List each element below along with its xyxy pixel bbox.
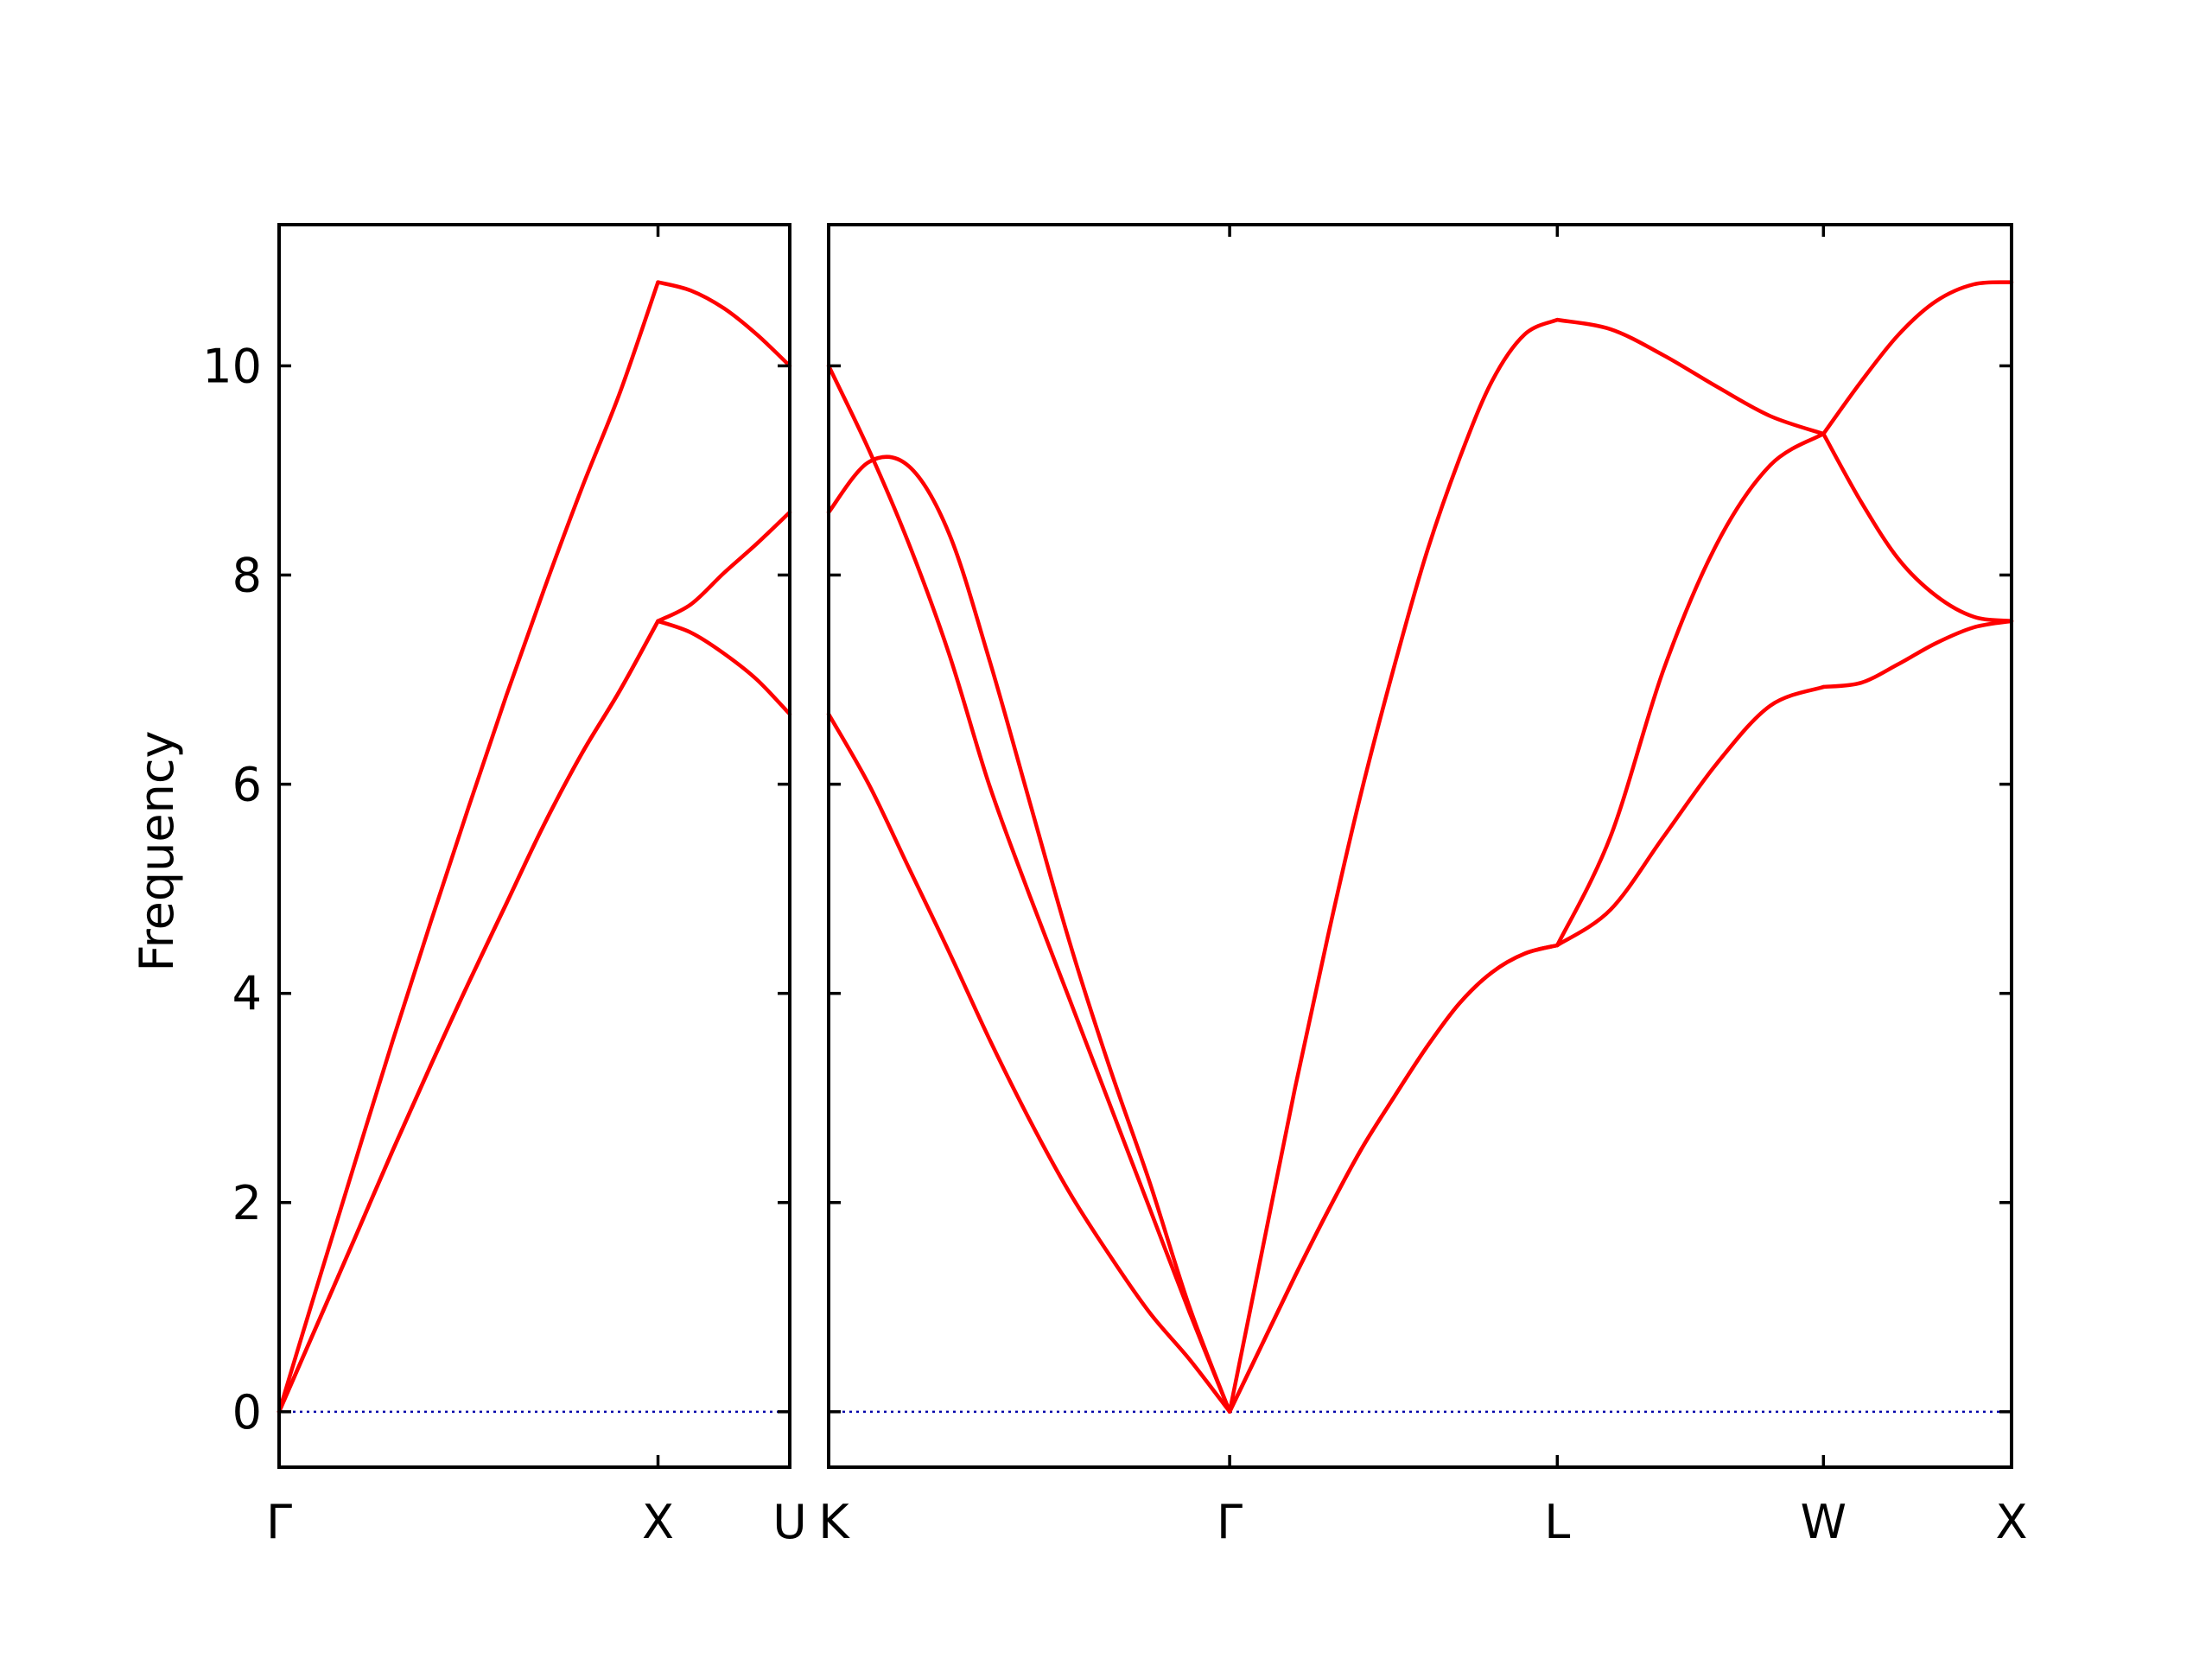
x-tick-label-X: X bbox=[1996, 1495, 2028, 1549]
band-1-L-W bbox=[1555, 684, 1826, 948]
x-tick-label-W: W bbox=[1801, 1495, 1847, 1549]
band-3-Γ-L bbox=[1227, 317, 1560, 1414]
band-2-Γ-X bbox=[276, 619, 660, 1414]
x-tick-label-Γ: Γ bbox=[1217, 1495, 1243, 1549]
y-tick-label: 6 bbox=[232, 758, 262, 812]
y-tick-label: 10 bbox=[202, 339, 262, 393]
panel-2-frame bbox=[827, 223, 2013, 1469]
band-2-X-U bbox=[656, 510, 792, 624]
x-tick-label-Γ: Γ bbox=[266, 1495, 292, 1549]
y-tick-label: 8 bbox=[232, 548, 262, 602]
y-tick-label: 4 bbox=[232, 967, 262, 1021]
y-axis-label: Frequency bbox=[130, 731, 184, 972]
y-tick-label: 2 bbox=[232, 1176, 262, 1230]
x-tick-label-U: U bbox=[772, 1495, 807, 1549]
y-tick-label: 0 bbox=[232, 1385, 262, 1440]
band-1-K-Γ bbox=[826, 712, 1232, 1414]
panel-1-frame bbox=[277, 223, 791, 1469]
band-3-L-W bbox=[1555, 317, 1826, 436]
band-2-K-Γ bbox=[826, 364, 1232, 1414]
band-1-W-X bbox=[1821, 619, 2014, 690]
band-3-Γ-X bbox=[276, 280, 660, 1414]
x-tick-label-L: L bbox=[1544, 1495, 1570, 1549]
band-2-W-X bbox=[1821, 431, 2014, 624]
band-3-K-Γ bbox=[826, 454, 1232, 1414]
band-2-L-W bbox=[1555, 431, 1826, 948]
band-1-X-U bbox=[656, 619, 792, 716]
x-tick-label-K: K bbox=[818, 1495, 850, 1549]
plot-layer: Γ X U K Γ L W X 0 2 4 6 8 10 bbox=[202, 223, 2028, 1549]
x-tick-label-X: X bbox=[642, 1495, 674, 1549]
band-2-Γ-L bbox=[1227, 943, 1560, 1414]
band-3-W-X bbox=[1821, 280, 2014, 436]
band-3-X-U bbox=[656, 280, 792, 368]
